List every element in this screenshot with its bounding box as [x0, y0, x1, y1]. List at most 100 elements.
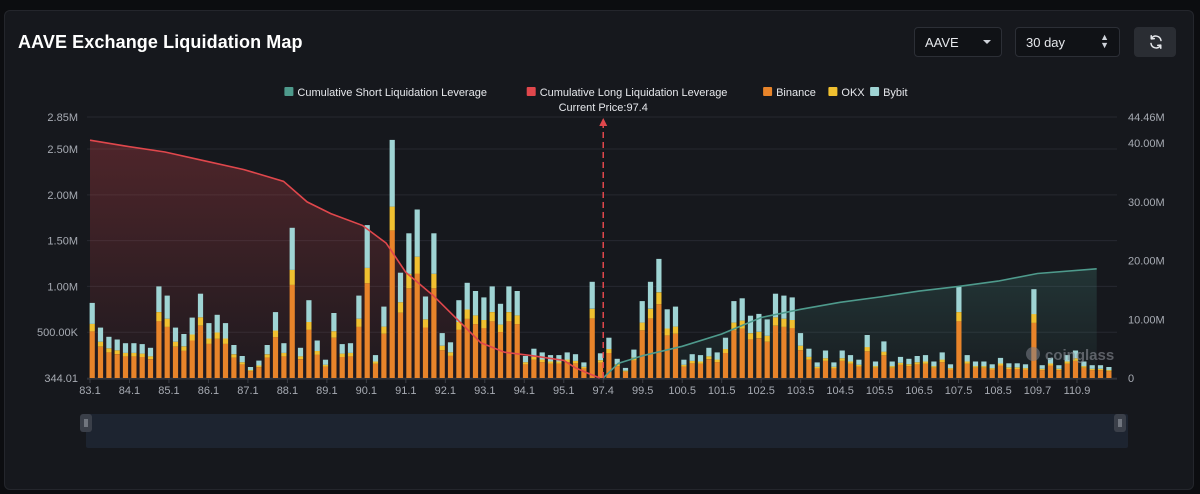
bar-okx — [664, 328, 670, 336]
bar-okx — [256, 365, 262, 368]
bar-bybit — [172, 327, 179, 342]
bar-okx — [914, 362, 920, 365]
x-tick-label: 95.1 — [553, 385, 574, 397]
legend-item[interactable]: Cumulative Short Liquidation Leverage — [284, 87, 487, 99]
bar-group — [422, 296, 429, 378]
bar-bybit — [631, 349, 637, 358]
bar-binance — [1097, 370, 1104, 378]
bar-bybit — [222, 323, 229, 339]
bar-okx — [331, 331, 337, 338]
bar-okx — [889, 366, 895, 368]
bar-bybit — [531, 348, 537, 357]
bar-bybit — [914, 356, 920, 363]
bar-bybit — [89, 302, 95, 324]
bar-okx — [297, 356, 304, 360]
legend-item[interactable]: OKX — [828, 87, 865, 99]
bar-binance — [389, 230, 395, 378]
bar-bybit — [197, 293, 204, 318]
bar-group — [581, 362, 587, 378]
bar-bybit — [764, 319, 770, 336]
bar-group — [214, 314, 220, 378]
bar-okx — [281, 352, 287, 357]
bar-bybit — [339, 344, 345, 354]
bar-okx — [1089, 368, 1095, 371]
bar-binance — [806, 359, 812, 378]
y-left-tick-label: 1.50M — [47, 236, 78, 248]
bar-group — [539, 352, 545, 378]
bar-group — [647, 281, 654, 378]
bar-binance — [156, 321, 162, 378]
bar-binance — [181, 350, 187, 378]
bar-bybit — [647, 281, 654, 309]
bar-binance — [964, 363, 970, 378]
bar-binance — [1089, 370, 1095, 378]
bar-bybit — [106, 336, 112, 349]
watermark: coinglass — [1026, 347, 1114, 364]
bar-binance — [464, 318, 470, 378]
bar-binance — [706, 359, 712, 378]
bar-okx — [406, 273, 412, 289]
bar-binance — [972, 367, 979, 378]
x-tick-label: 104.5 — [826, 385, 854, 397]
bar-binance — [414, 273, 420, 378]
bar-binance — [547, 363, 554, 378]
bar-bybit — [581, 362, 587, 367]
refresh-button[interactable] — [1134, 27, 1176, 57]
bar-binance — [239, 364, 245, 378]
legend-item[interactable]: Cumulative Long Liquidation Leverage — [526, 87, 728, 99]
bar-group — [181, 334, 187, 378]
bar-bybit — [706, 347, 712, 357]
cumulative-short-line — [602, 268, 1097, 379]
bar-bybit — [239, 356, 245, 363]
bar-binance — [697, 363, 704, 378]
bar-group — [597, 353, 604, 378]
bar-group — [722, 337, 729, 378]
zoom-handle-right[interactable] — [1114, 414, 1126, 432]
bar-bybit — [889, 361, 895, 367]
bar-group — [897, 356, 904, 378]
legend-item[interactable]: Bybit — [870, 87, 908, 99]
bar-okx — [1097, 368, 1104, 371]
x-tick-label: 90.1 — [356, 385, 377, 397]
bar-binance — [847, 363, 854, 378]
bar-group — [656, 258, 662, 378]
zoom-handle-left[interactable] — [80, 414, 92, 432]
bar-okx — [539, 359, 545, 363]
bar-binance — [606, 353, 612, 378]
bar-okx — [206, 338, 212, 344]
y-left-tick-label: 2.00M — [47, 190, 78, 202]
asset-select-value: AAVE — [925, 35, 959, 50]
zoom-slider[interactable] — [80, 414, 1128, 448]
asset-select[interactable]: AAVE — [914, 27, 1002, 57]
bar-binance — [406, 288, 412, 378]
bar-bybit — [1081, 361, 1087, 367]
bar-okx — [372, 361, 379, 364]
bar-okx — [814, 366, 820, 369]
bar-group — [931, 361, 937, 378]
x-tick-label: 97.4 — [593, 385, 614, 397]
bar-bybit — [497, 303, 504, 325]
bar-okx — [189, 334, 195, 341]
bar-bybit — [1022, 364, 1029, 369]
bar-binance — [939, 362, 945, 378]
period-select[interactable]: 30 day ▲ ▼ — [1015, 27, 1120, 57]
bar-bybit — [864, 335, 870, 348]
bar-group — [464, 282, 470, 378]
bar-group — [506, 286, 512, 378]
legend-item[interactable]: Binance — [763, 87, 816, 99]
zoom-handle-body — [1114, 414, 1126, 432]
bar-okx — [789, 320, 795, 329]
bar-binance — [872, 367, 879, 378]
zoom-track[interactable] — [86, 414, 1128, 448]
bar-okx — [381, 326, 387, 334]
bar-bybit — [114, 339, 120, 351]
bar-binance — [306, 329, 312, 378]
bar-okx — [389, 206, 395, 231]
bar-binance — [797, 350, 804, 378]
bar-group — [1039, 365, 1045, 378]
bar-group — [564, 352, 570, 378]
bar-okx — [506, 312, 512, 322]
bar-binance — [689, 363, 695, 378]
bar-group — [147, 347, 154, 378]
bar-group — [264, 345, 270, 378]
